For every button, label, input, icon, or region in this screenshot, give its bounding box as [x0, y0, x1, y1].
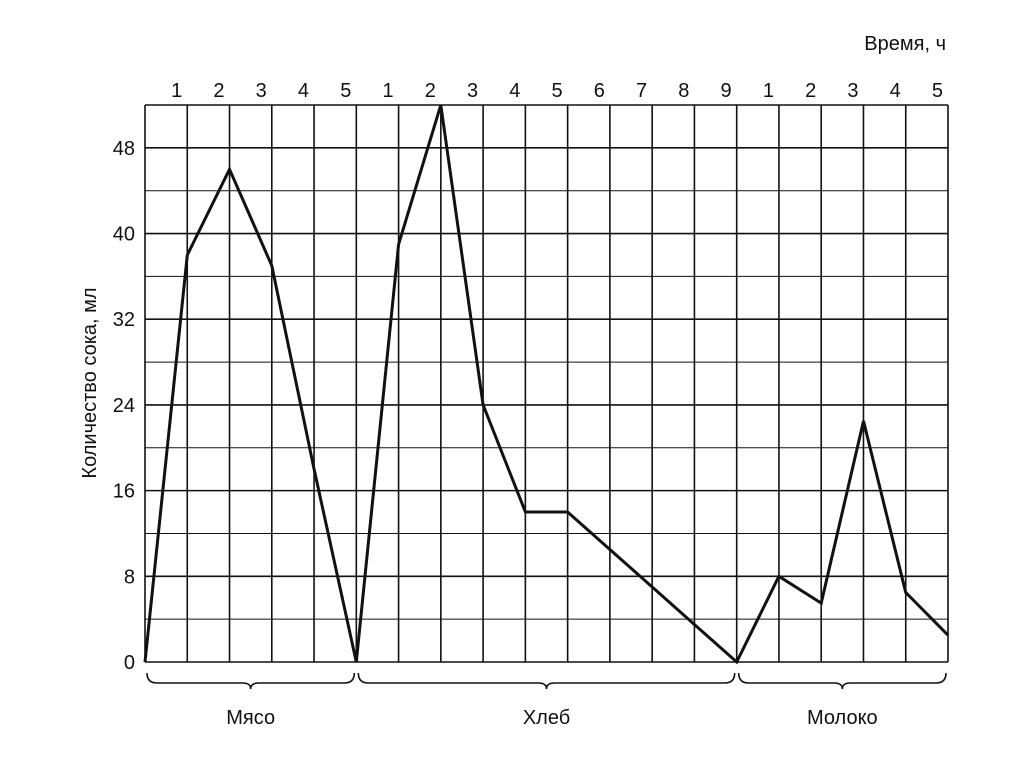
x-tick-label: 3	[467, 80, 478, 102]
x-tick-label: 5	[932, 80, 943, 102]
y-tick-label: 40	[113, 224, 135, 246]
series-line	[143, 104, 950, 665]
y-axis-ticks: 0 8 16 24 32 40 48	[113, 138, 135, 674]
y-tick-label: 0	[124, 652, 135, 674]
group-label: Хлеб	[523, 707, 570, 729]
y-tick-label: 16	[113, 481, 135, 503]
x-tick-label: 5	[340, 80, 351, 102]
group-label: Молоко	[807, 707, 878, 729]
x-tick-label: 1	[763, 80, 774, 102]
group-brace	[737, 672, 947, 690]
x-tick-label: 1	[382, 80, 393, 102]
x-tick-label: 9	[721, 80, 732, 102]
y-tick-label: 24	[113, 395, 135, 417]
x-tick-label: 2	[213, 80, 224, 102]
x-tick-label: 4	[509, 80, 520, 102]
group-label: Мясо	[226, 707, 275, 729]
x-tick-label: 1	[171, 80, 182, 102]
x-tick-label: 4	[890, 80, 901, 102]
y-axis-label: Количество сока, мл	[79, 287, 101, 478]
x-tick-label: 2	[805, 80, 816, 102]
x-axis-ticks: 1 2 3 4 5 1 2 3 4 5 6 7 8 9 1 2 3 4 5	[171, 80, 943, 102]
group-brace	[357, 672, 736, 690]
x-tick-label: 6	[594, 80, 605, 102]
x-tick-label: 7	[636, 80, 647, 102]
group-braces: Мясо Хлеб Молоко	[146, 672, 947, 729]
series-layer	[143, 104, 950, 665]
y-tick-label: 48	[113, 138, 135, 160]
grid	[144, 104, 949, 663]
y-tick-label: 8	[124, 566, 135, 588]
x-tick-label: 2	[425, 80, 436, 102]
x-tick-label: 3	[256, 80, 267, 102]
x-tick-label: 4	[298, 80, 309, 102]
x-tick-label: 3	[847, 80, 858, 102]
x-tick-label: 8	[678, 80, 689, 102]
group-brace	[146, 672, 356, 690]
y-tick-label: 32	[113, 309, 135, 331]
x-axis-label: Время, ч	[864, 33, 946, 55]
x-tick-label: 5	[552, 80, 563, 102]
